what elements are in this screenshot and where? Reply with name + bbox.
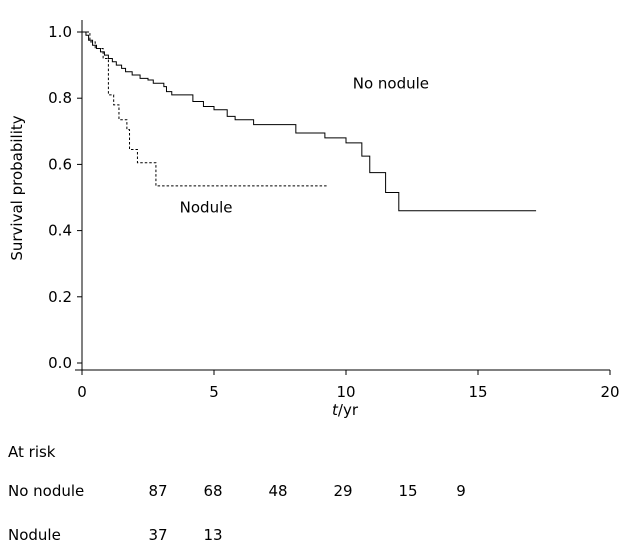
at-risk-value: 87 xyxy=(148,482,168,500)
x-tick-label: 10 xyxy=(336,383,355,401)
x-tick-label: 20 xyxy=(600,383,619,401)
x-tick-label: 0 xyxy=(77,383,87,401)
at-risk-value: 68 xyxy=(203,482,223,500)
at-risk-value: 48 xyxy=(268,482,288,500)
at-risk-value: 29 xyxy=(333,482,353,500)
y-axis-label: Survival probability xyxy=(8,115,26,260)
x-tick-label: 15 xyxy=(468,383,487,401)
tick-labels: 0.0 0.2 0.4 0.6 0.8 1.0 0 5 10 15 20 xyxy=(48,23,619,401)
y-tick-label: 0.0 xyxy=(48,354,72,372)
y-tick-label: 0.8 xyxy=(48,89,72,107)
at-risk-title: At risk xyxy=(8,443,56,461)
x-axis-label: t/yr xyxy=(332,401,359,419)
y-tick-label: 0.4 xyxy=(48,222,72,240)
y-tick-label: 1.0 xyxy=(48,23,72,41)
at-risk-value: 37 xyxy=(148,526,168,544)
y-tick-label: 0.2 xyxy=(48,288,72,306)
x-tick-label: 5 xyxy=(209,383,219,401)
at-risk-value: 15 xyxy=(398,482,418,500)
series-line-no-nodule xyxy=(82,31,537,212)
axes xyxy=(75,20,611,375)
annotation-nodule: Nodule xyxy=(180,198,233,216)
at-risk-value: 13 xyxy=(203,526,223,544)
at-risk-row-label-no-nodule: No nodule xyxy=(8,482,85,500)
series-line-nodule xyxy=(82,31,328,187)
at-risk-row-label-nodule: Nodule xyxy=(8,526,61,544)
at-risk-value: 9 xyxy=(456,482,466,500)
annotation-no-nodule: No nodule xyxy=(353,74,429,92)
x-axis-label-unit: /yr xyxy=(338,401,359,419)
x-axis-label-italic: t xyxy=(332,401,339,419)
survival-chart: 0.0 0.2 0.4 0.6 0.8 1.0 0 5 10 15 20 Survival prob… xyxy=(8,20,620,419)
series-group xyxy=(82,31,537,212)
y-tick-label: 0.6 xyxy=(48,155,72,173)
